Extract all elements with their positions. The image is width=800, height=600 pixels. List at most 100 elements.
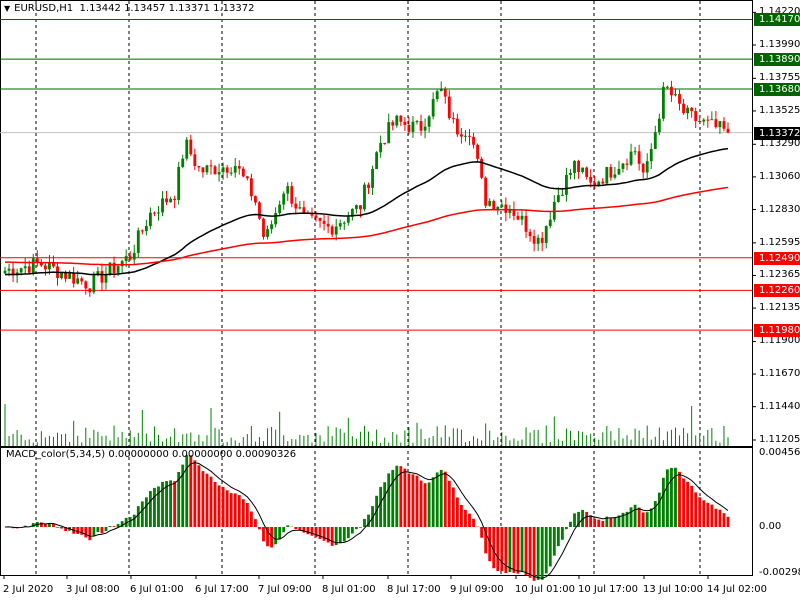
macd-histogram-bar	[621, 512, 625, 527]
candle-bull	[3, 270, 7, 274]
candle-bear	[678, 94, 681, 104]
candle-bull	[92, 274, 96, 293]
candle-bear	[391, 122, 395, 126]
candle-bear	[140, 230, 144, 232]
macd-histogram-bar	[496, 527, 500, 571]
candle-bear	[443, 89, 447, 97]
macd-histogram-bar	[407, 473, 411, 527]
candle-bear	[39, 262, 43, 266]
candle-bear	[72, 273, 76, 284]
macd-histogram-bar	[96, 527, 100, 533]
candle-bull	[674, 94, 677, 96]
macd-histogram-bar	[43, 523, 47, 527]
candle-bull	[649, 148, 653, 162]
macd-histogram-bar	[500, 527, 504, 572]
candle-bear	[625, 163, 629, 165]
macd-histogram-bar	[544, 527, 548, 574]
macd-histogram-bar	[597, 519, 601, 527]
macd-histogram-bar	[237, 495, 241, 527]
candle-bear	[480, 158, 484, 178]
candle-bear	[302, 207, 306, 213]
macd-histogram-bar	[411, 474, 415, 527]
level-price-label: 1.13890	[754, 53, 800, 67]
price-tick-label: 1.11900	[759, 335, 800, 347]
macd-histogram-bar	[330, 527, 334, 546]
macd-histogram-bar	[104, 527, 108, 532]
candle-bear	[403, 121, 407, 125]
macd-histogram-bar	[157, 486, 160, 527]
level-price-label: 1.14170	[754, 13, 800, 27]
macd-histogram-bar	[92, 527, 96, 536]
macd-histogram-bar	[682, 478, 685, 527]
macd-histogram-bar	[225, 490, 229, 527]
candle-bear	[64, 272, 68, 279]
candle-bear	[27, 266, 31, 273]
macd-histogram-bar	[710, 504, 714, 527]
candle-bull	[496, 206, 500, 210]
candle-bear	[694, 111, 698, 121]
macd-histogram-bar	[415, 475, 419, 527]
candle-bear	[706, 119, 710, 121]
macd-histogram-bar	[221, 486, 225, 527]
macd-histogram-bar	[686, 481, 690, 527]
candle-bull	[286, 186, 290, 194]
macd-histogram-bar	[427, 482, 431, 527]
macd-histogram-bar	[605, 516, 609, 527]
macd-histogram-bar	[201, 471, 205, 527]
macd-histogram-bar	[346, 527, 350, 539]
candle-bear	[80, 278, 84, 282]
macd-histogram-bar	[136, 506, 140, 527]
candle-bear	[476, 144, 479, 159]
dropdown-triangle-icon[interactable]: ▼	[4, 4, 11, 13]
candle-bull	[605, 166, 609, 184]
candle-bull	[464, 135, 467, 137]
candle-bear	[593, 182, 597, 187]
macd-histogram-bar	[629, 507, 633, 527]
candle-bear	[249, 178, 253, 197]
candle-bear	[447, 96, 451, 119]
price-tick-label: 1.13290	[759, 138, 800, 150]
candle-bull	[581, 167, 585, 172]
candle-bear	[722, 121, 726, 129]
time-tick-label: 9 Jul 09:00	[450, 584, 504, 595]
candle-bull	[718, 121, 722, 128]
macd-histogram-bar	[39, 522, 43, 527]
candle-bull	[565, 174, 568, 195]
candle-bear	[682, 103, 685, 114]
candle-bull	[350, 208, 354, 217]
macd-histogram-bar	[249, 511, 253, 527]
candle-bear	[399, 115, 403, 122]
macd-histogram-bar	[359, 527, 362, 528]
candle-bear	[383, 142, 387, 144]
candle-bear	[419, 121, 423, 131]
candle-bull	[148, 212, 152, 227]
candle-bear	[318, 217, 322, 221]
macd-histogram-bar	[569, 521, 572, 527]
candle-bear	[209, 165, 213, 167]
macd-histogram-bar	[270, 527, 273, 548]
macd-signal-line	[4, 462, 729, 579]
macd-histogram-bar	[443, 471, 447, 527]
time-tick-label: 10 Jul 01:00	[515, 584, 575, 595]
price-tick-label: 1.11670	[759, 368, 800, 380]
candle-bull	[597, 181, 601, 187]
candle-bull	[556, 195, 560, 202]
candle-bear	[201, 167, 205, 173]
candle-bull	[334, 226, 338, 235]
macd-histogram-bar	[298, 527, 302, 531]
candle-bear	[670, 86, 673, 96]
macd-histogram-bar	[371, 506, 374, 527]
price-tick-label: 1.13525	[759, 104, 800, 116]
candle-bull	[387, 122, 391, 144]
candle-bear	[11, 268, 15, 276]
candle-bull	[177, 166, 181, 200]
candle-bear	[532, 236, 536, 244]
macd-histogram-bar	[338, 527, 342, 544]
candle-bull	[60, 272, 63, 279]
macd-histogram-bar	[52, 523, 55, 527]
level-price-label: 1.11980	[754, 324, 800, 338]
candle-bear	[367, 184, 370, 188]
macd-histogram-bar	[310, 527, 314, 536]
